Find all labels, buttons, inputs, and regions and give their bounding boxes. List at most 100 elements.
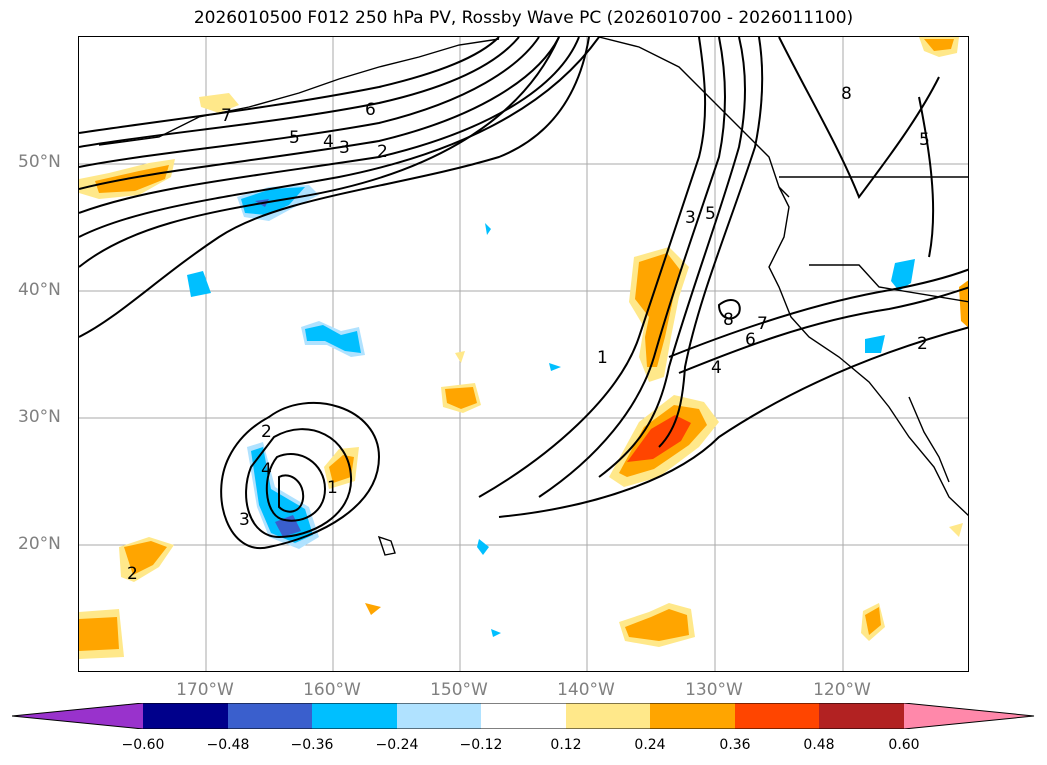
- colorbar-tick: 0.12: [550, 737, 582, 753]
- shade-blob: [485, 223, 491, 235]
- contour-line: [598, 37, 747, 478]
- contour-label: 5: [705, 204, 716, 224]
- colorbar-segment: [566, 703, 650, 729]
- contour-line: [79, 37, 540, 168]
- aleutian-coast: [98, 38, 500, 146]
- colorbar-tick: −0.12: [459, 737, 503, 753]
- lon-label-140w: 140°W: [557, 680, 615, 700]
- shade-blob: [445, 387, 477, 409]
- contour-closed: [278, 474, 305, 513]
- shade-blob: [627, 415, 691, 462]
- contour-line: [79, 37, 520, 148]
- contour-label: 4: [323, 132, 334, 152]
- map-panel: 6 5 4 3 2 7 8 5 3 5 1 7 6 4 2 2 4 3 1 8 …: [78, 36, 969, 672]
- colorbar-segment: [143, 703, 228, 729]
- lat-label-50n: 50°N: [18, 152, 61, 172]
- shade-blob: [949, 523, 963, 537]
- contour-label: 5: [289, 128, 300, 148]
- contour-line: [538, 37, 727, 498]
- pv-positive-shading: [79, 37, 968, 659]
- shade-blob: [365, 603, 381, 615]
- shade-blob: [959, 280, 968, 328]
- shade-blob: [251, 447, 313, 543]
- colorbar-segment: [12, 703, 143, 729]
- shade-blob: [305, 325, 361, 353]
- colorbar-tick: 0.36: [719, 737, 751, 753]
- west-coast: [768, 186, 968, 517]
- colorbar-segment: [481, 703, 566, 729]
- shade-blob: [124, 541, 167, 575]
- contour-label-group: 6 5 4 3 2 7 8 5 3 5 1 7 6 4 2 2 4 3 1 8 …: [127, 84, 930, 584]
- shade-blob: [477, 539, 489, 555]
- colorbar-tick: −0.60: [121, 737, 165, 753]
- colorbar-segment: [650, 703, 735, 729]
- baja-peninsula: [908, 396, 950, 483]
- contour-label: 1: [327, 478, 338, 498]
- colorbar: [12, 703, 1035, 729]
- pv-negative-shading: [187, 185, 915, 637]
- contour-line: [79, 37, 560, 268]
- contour-closed: [265, 453, 327, 522]
- contour-label: 6: [745, 330, 756, 350]
- state-border: [809, 264, 968, 303]
- contour-line: [498, 326, 968, 518]
- contour-label: 8: [723, 310, 734, 330]
- contour-label: 2: [377, 142, 388, 162]
- rossby-contours: [79, 37, 968, 550]
- contour-label: 3: [339, 138, 350, 158]
- contour-line: [79, 37, 580, 214]
- contour-label: 1: [597, 348, 608, 368]
- lon-label-160w: 160°W: [303, 680, 361, 700]
- contour-line: [79, 37, 600, 238]
- contour-line: [658, 37, 764, 448]
- colorbar-outline: [12, 703, 1035, 729]
- contour-label: 4: [261, 460, 272, 480]
- colorbar-segment: [228, 703, 312, 729]
- contour-line: [668, 268, 968, 358]
- shade-blob: [865, 607, 881, 635]
- colorbar-tick: −0.24: [375, 737, 419, 753]
- colorbar-tick: 0.48: [803, 737, 835, 753]
- figure-title: 2026010500 F012 250 hPa PV, Rossby Wave …: [193, 8, 854, 28]
- colorbar-tick: 0.24: [634, 737, 666, 753]
- contour-label: 5: [919, 130, 930, 150]
- lat-label-30n: 30°N: [18, 407, 61, 427]
- shade-blob: [625, 609, 689, 641]
- shade-blob: [549, 363, 561, 371]
- contour-closed: [717, 298, 741, 320]
- shade-blob: [635, 253, 681, 367]
- colorbar-tick: 0.60: [888, 737, 920, 753]
- contour-label: 2: [917, 334, 928, 354]
- colorbar-segment: [312, 703, 397, 729]
- contour-closed: [220, 402, 381, 550]
- colorbar-tick: −0.48: [206, 737, 250, 753]
- contour-label: 7: [757, 314, 768, 334]
- lon-label-130w: 130°W: [685, 680, 743, 700]
- contour-line: [79, 37, 560, 190]
- colorbar-segment: [735, 703, 819, 729]
- shade-blob: [491, 629, 501, 637]
- lon-label-120w: 120°W: [813, 680, 871, 700]
- map-canvas: 6 5 4 3 2 7 8 5 3 5 1 7 6 4 2 2 4 3 1 8 …: [79, 37, 968, 671]
- shade-blob: [187, 271, 211, 297]
- colorbar-segment: [904, 703, 1034, 729]
- contour-label: 8: [841, 84, 852, 104]
- contour-line: [79, 37, 500, 134]
- hawaii-island: [377, 535, 396, 556]
- contour-label: 4: [711, 358, 722, 378]
- shade-blob: [79, 617, 119, 651]
- lon-label-170w: 170°W: [176, 680, 234, 700]
- contour-label: 2: [127, 564, 138, 584]
- contour-label: 3: [685, 208, 696, 228]
- contour-label: 6: [365, 100, 376, 120]
- colorbar-tick: −0.36: [290, 737, 334, 753]
- lon-label-150w: 150°W: [430, 680, 488, 700]
- contour-line: [918, 96, 935, 258]
- shade-blob: [455, 351, 465, 363]
- contour-line: [478, 37, 707, 498]
- shade-blob: [199, 93, 239, 113]
- colorbar-segment: [397, 703, 481, 729]
- contour-label: 3: [239, 510, 250, 530]
- contour-line: [678, 286, 968, 374]
- contour-line: [778, 37, 940, 200]
